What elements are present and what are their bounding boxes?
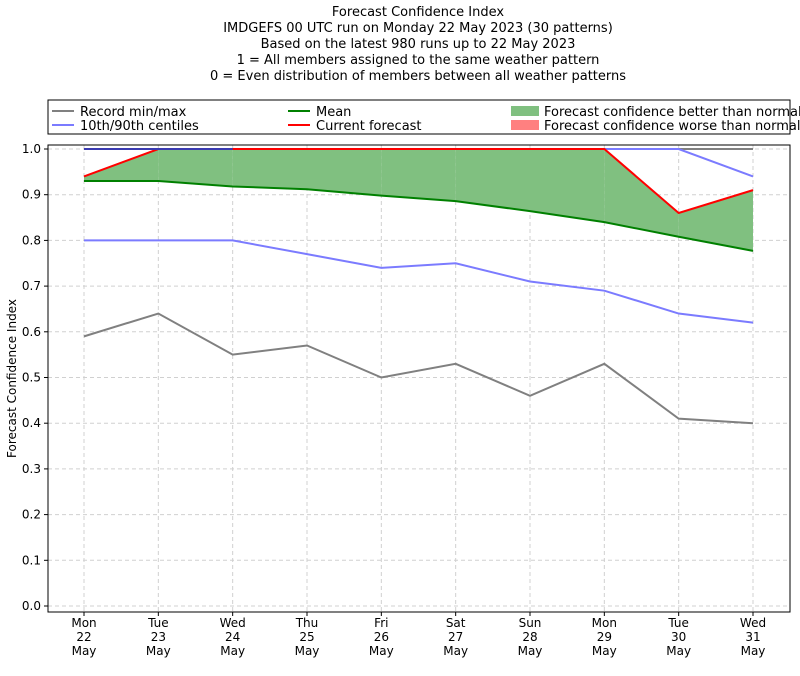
x-tick-label: May [666,644,691,658]
legend-swatch [511,106,539,116]
plot-frame [47,144,791,613]
y-tick-label: 0.8 [22,233,41,247]
fill-better-than-normal [232,149,307,190]
fill-better-than-normal [381,149,456,202]
x-tick-label: 29 [597,630,612,644]
series-line-record-min [83,312,754,425]
y-axis-label: Forecast Confidence Index [5,299,19,458]
legend-label: Record min/max [80,105,187,120]
legend-label: 10th/90th centiles [80,119,199,134]
title-line: IMDGEFS 00 UTC run on Monday 22 May 2023… [223,21,613,36]
y-tick-label: 0.7 [22,279,41,293]
x-tick-label: 25 [299,630,314,644]
fill-better-than-normal [530,149,605,223]
title-line: Forecast Confidence Index [331,5,505,20]
legend-box [47,99,791,135]
x-tick-label: 24 [225,630,240,644]
y-tick-label: 0.0 [22,599,41,613]
x-tick-label: Thu [295,616,319,630]
x-tick-label: May [443,644,468,658]
title-line: 1 = All members assigned to the same wea… [236,53,600,68]
x-tick-label: Sun [519,616,542,630]
x-tick-label: Mon [592,616,617,630]
fill-better-than-normal [158,149,233,187]
x-tick-label: Wed [740,616,766,630]
x-tick-label: May [146,644,171,658]
x-tick-label: May [592,644,617,658]
y-tick-label: 0.1 [22,553,41,567]
y-tick-label: 0.9 [22,188,41,202]
x-tick-label: 27 [448,630,463,644]
legend-label: Forecast confidence worse than normal [544,119,800,134]
fill-better-than-normal [604,149,679,237]
y-tick-label: 0.6 [22,325,41,339]
x-tick-label: Tue [147,616,169,630]
x-tick-label: May [72,644,97,658]
legend-label: Mean [316,105,351,120]
fill-better-than-normal [84,149,159,181]
x-tick-label: 23 [151,630,166,644]
x-tick-label: May [295,644,320,658]
x-tick-label: May [518,644,543,658]
series-line-mean [84,179,754,252]
fill-better-than-normal [307,149,382,196]
title-line: Based on the latest 980 runs up to 22 Ma… [260,37,576,52]
x-tick-label: Mon [71,616,96,630]
y-tick-label: 0.4 [22,416,41,430]
x-tick-label: Fri [374,616,388,630]
y-tick-label: 0.5 [22,371,41,385]
y-tick-label: 1.0 [22,142,41,156]
x-tick-label: 30 [671,630,686,644]
y-tick-label: 0.3 [22,462,41,476]
y-tick-label: 0.2 [22,508,41,522]
title-line: 0 = Even distribution of members between… [209,69,627,84]
x-tick-label: May [741,644,766,658]
legend-swatch [511,120,539,130]
x-tick-label: May [220,644,245,658]
legend-label: Current forecast [316,119,422,134]
series-line-10th-centile [84,239,754,324]
fill-better-than-normal [678,190,753,251]
x-tick-label: Tue [667,616,689,630]
chart-title: Forecast Confidence Index IMDGEFS 00 UTC… [0,5,800,85]
x-tick-label: 28 [522,630,537,644]
x-tick-label: 31 [745,630,760,644]
legend-label: Forecast confidence better than normal [544,105,800,120]
x-tick-label: 26 [374,630,389,644]
fill-better-than-normal [455,149,530,212]
x-tick-label: May [369,644,394,658]
x-tick-label: Sat [446,616,466,630]
x-tick-label: 22 [76,630,91,644]
x-tick-label: Wed [220,616,246,630]
